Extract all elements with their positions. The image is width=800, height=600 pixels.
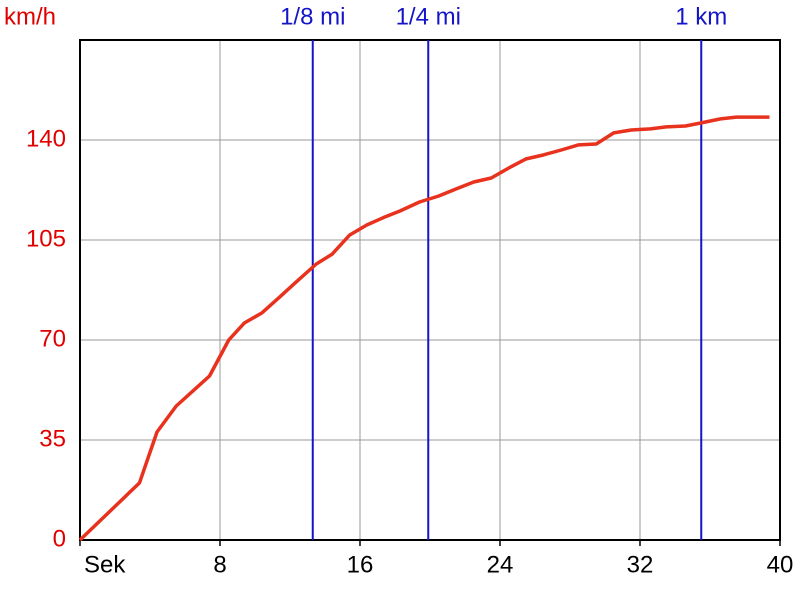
speed-line xyxy=(78,115,770,542)
y-tick-label: 35 xyxy=(39,425,66,452)
y-tick-label: 0 xyxy=(53,525,66,552)
plot-frame xyxy=(79,39,781,541)
x-tick-label: 16 xyxy=(347,551,374,578)
y-tick-label: 140 xyxy=(26,125,66,152)
y-tick-label: 70 xyxy=(39,325,66,352)
y-tick-label: 105 xyxy=(26,225,66,252)
distance-marker-label: 1/8 mi xyxy=(280,3,345,30)
distance-marker-label: 1 km xyxy=(675,3,727,30)
x-tick-label: Sek xyxy=(84,551,126,578)
x-tick-label: 32 xyxy=(627,551,654,578)
y-axis-label: km/h xyxy=(4,3,56,30)
x-tick-label: 24 xyxy=(487,551,514,578)
x-tick-label: 40 xyxy=(767,551,794,578)
x-tick-label: 8 xyxy=(213,551,226,578)
distance-marker-label: 1/4 mi xyxy=(396,3,461,30)
